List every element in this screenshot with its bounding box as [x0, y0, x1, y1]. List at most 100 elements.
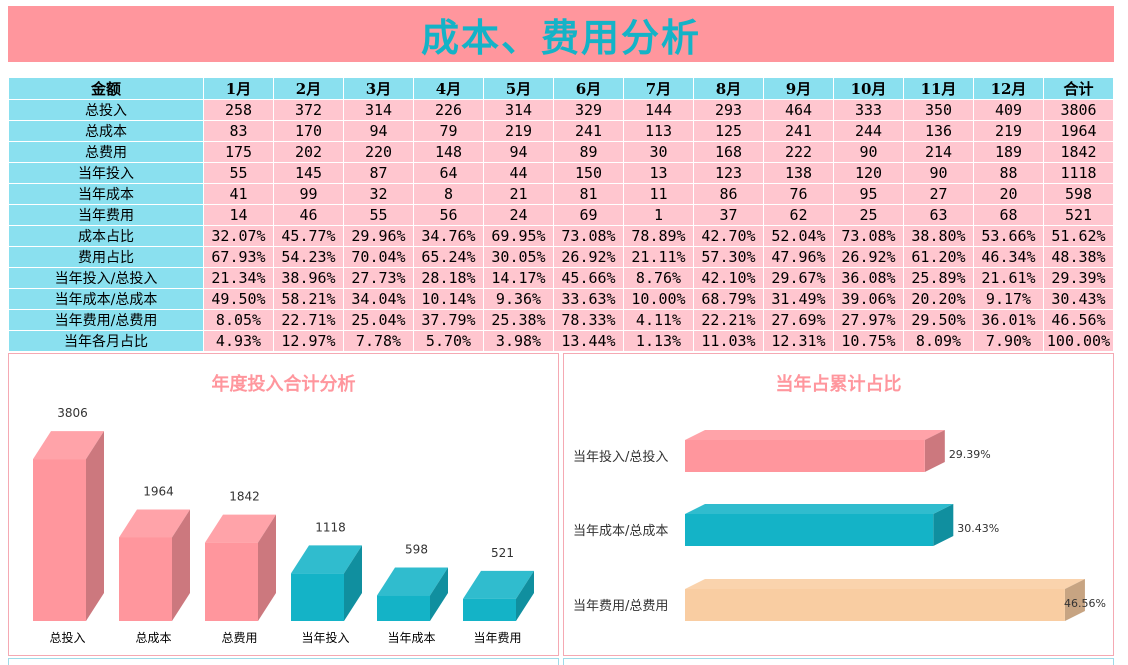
table-cell: 39.06%	[833, 288, 904, 310]
table-cell: 62	[763, 204, 834, 226]
table-cell: 28.18%	[413, 267, 484, 289]
table-row: 总投入 258 372 314 226 314 329 144 293 464 333 350 409 3…	[8, 99, 1114, 121]
table-cell: 29.96%	[343, 225, 414, 247]
table-row: 总费用 175 202 220 148 94 89 30 168 222 90 214 189 1842	[8, 141, 1114, 163]
table-cell: 70.04%	[343, 246, 414, 268]
table-cell: 44	[483, 162, 554, 184]
data-label: 29.39%	[949, 448, 991, 461]
table-cell: 5.70%	[413, 330, 484, 352]
table-cell: 94	[483, 141, 554, 163]
table-cell: 38.80%	[903, 225, 974, 247]
table-cell: 45.77%	[273, 225, 344, 247]
table-cell: 9.17%	[973, 288, 1044, 310]
table-cell: 11	[623, 183, 694, 205]
table-cell: 31.49%	[763, 288, 834, 310]
table-cell: 333	[833, 99, 904, 121]
table-cell: 11.03%	[693, 330, 764, 352]
table-cell: 1.13%	[623, 330, 694, 352]
table-cell: 86	[693, 183, 764, 205]
bar-side-face	[933, 504, 954, 546]
table-cell: 3806	[1043, 99, 1114, 121]
table-cell: 25.38%	[483, 309, 554, 331]
table-cell: 73.08%	[553, 225, 624, 247]
bar-top-face	[685, 504, 954, 514]
table-cell: 55	[203, 162, 274, 184]
table-cell: 168	[693, 141, 764, 163]
table-cell: 83	[203, 120, 274, 142]
table-cell: 32	[343, 183, 414, 205]
table-cell: 36.01%	[973, 309, 1044, 331]
bar-front-face	[685, 589, 1065, 621]
bar-top-face	[119, 509, 190, 538]
table-cell: 293	[693, 99, 764, 121]
table-cell: 45.66%	[553, 267, 624, 289]
table-row: 当年费用/总费用 8.05% 22.71% 25.04% 37.79% 25.38% 78.…	[8, 309, 1114, 331]
column-header: 6月	[553, 77, 624, 100]
table-cell: 125	[693, 120, 764, 142]
table-cell: 113	[623, 120, 694, 142]
bar-side-face	[172, 509, 190, 621]
table-cell: 136	[903, 120, 974, 142]
category-label: 当年成本	[387, 631, 435, 645]
table-cell: 9.36%	[483, 288, 554, 310]
table-cell: 214	[903, 141, 974, 163]
table-cell: 54.23%	[273, 246, 344, 268]
table-cell: 46.34%	[973, 246, 1044, 268]
data-table: 金额 1月 2月 3月 4月 5月 6月 7月 8月 9月 10月 11月 12月 合计 总投入 258 37…	[8, 77, 1114, 352]
table-cell: 67.93%	[203, 246, 274, 268]
table-cell: 22.71%	[273, 309, 344, 331]
table-cell: 13.44%	[553, 330, 624, 352]
table-cell: 26.92%	[833, 246, 904, 268]
column-header: 7月	[623, 77, 694, 100]
column-header: 9月	[763, 77, 834, 100]
table-cell: 42.70%	[693, 225, 764, 247]
table-cell: 65.24%	[413, 246, 484, 268]
bar-1	[685, 430, 945, 472]
table-cell: 7.78%	[343, 330, 414, 352]
table-cell: 29.50%	[903, 309, 974, 331]
row-label: 当年投入/总投入	[8, 267, 204, 289]
table-cell: 464	[763, 99, 834, 121]
table-cell: 150	[553, 162, 624, 184]
bar-front-face	[33, 459, 86, 621]
table-cell: 52.04%	[763, 225, 834, 247]
table-cell: 46	[273, 204, 344, 226]
table-row: 当年成本/总成本 49.50% 58.21% 34.04% 10.14% 9.36% 33.…	[8, 288, 1114, 310]
table-cell: 170	[273, 120, 344, 142]
table-cell: 189	[973, 141, 1044, 163]
category-label: 当年投入/总投入	[573, 449, 668, 465]
table-cell: 314	[343, 99, 414, 121]
table-cell: 20	[973, 183, 1044, 205]
table-cell: 29.67%	[763, 267, 834, 289]
bar-top-face	[205, 514, 276, 543]
category-label: 当年投入	[301, 630, 349, 645]
column-header: 8月	[693, 77, 764, 100]
category-label: 当年费用	[473, 631, 521, 645]
bar-top-face	[685, 430, 945, 440]
table-cell: 81	[553, 183, 624, 205]
table-cell: 10.00%	[623, 288, 694, 310]
table-cell: 244	[833, 120, 904, 142]
bar-side-face	[1064, 579, 1085, 621]
table-cell: 76	[763, 183, 834, 205]
table-cell: 13	[623, 162, 694, 184]
table-cell: 53.66%	[973, 225, 1044, 247]
table-cell: 55	[343, 204, 414, 226]
bar-chart-ratio: 当年投入/总投入 29.39% 当年成本/总成本 30.43% 当年费用/总费用 46.5…	[573, 430, 1106, 621]
row-label: 成本占比	[8, 225, 204, 247]
table-cell: 1118	[1043, 162, 1114, 184]
table-cell: 73.08%	[833, 225, 904, 247]
table-cell: 37.79%	[413, 309, 484, 331]
page-title: 成本、费用分析	[420, 15, 701, 60]
table-cell: 144	[623, 99, 694, 121]
table-cell: 24	[483, 204, 554, 226]
table-cell: 49.50%	[203, 288, 274, 310]
table-cell: 38.96%	[273, 267, 344, 289]
table-cell: 95	[833, 183, 904, 205]
table-cell: 1	[623, 204, 694, 226]
chart-title: 年度投入合计分析	[211, 374, 356, 395]
bar-side-face	[430, 567, 448, 621]
bar-3	[205, 514, 276, 621]
table-cell: 350	[903, 99, 974, 121]
data-label: 1118	[315, 520, 346, 534]
